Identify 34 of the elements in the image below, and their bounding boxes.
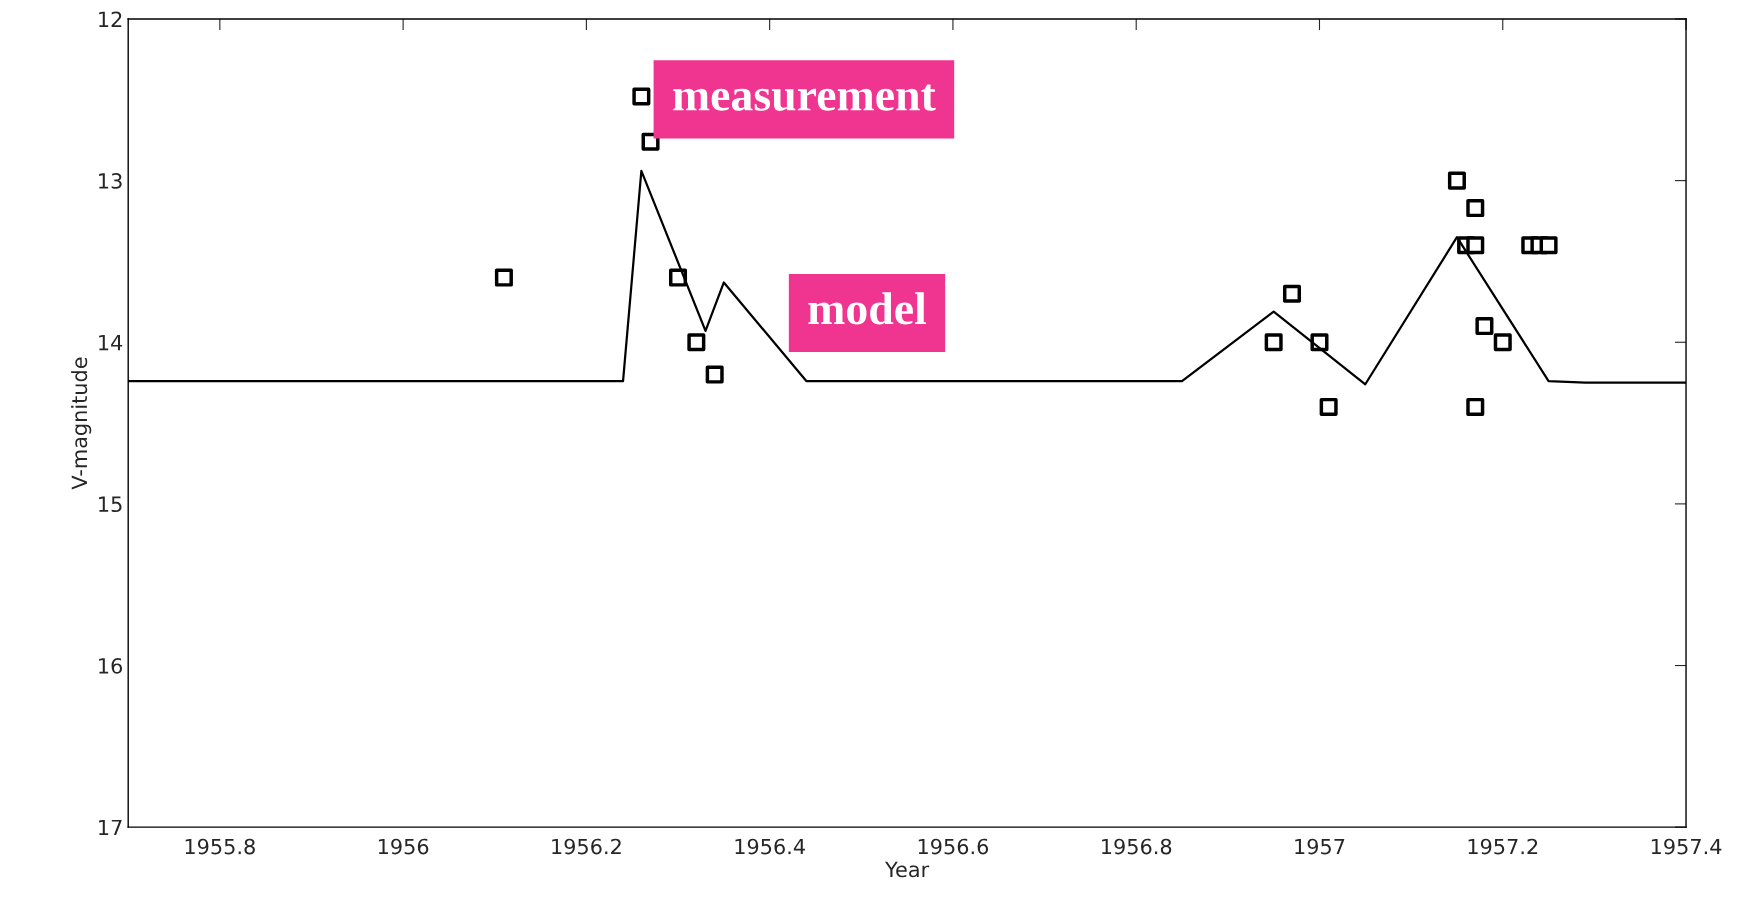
y-tick-label: 13	[99, 173, 122, 189]
series-label: model	[808, 292, 927, 325]
point	[1466, 236, 1485, 255]
x-tick-label: 1956.8	[1102, 838, 1172, 855]
y-tick-label: 15	[99, 496, 122, 513]
y-tick-label: 17	[99, 819, 122, 836]
x-tick-label: 1955.8	[185, 838, 255, 855]
x-axis-title: Year	[885, 861, 930, 878]
point	[1319, 397, 1338, 416]
x-tick-label: 1956.4	[735, 838, 805, 855]
point	[494, 268, 513, 287]
point	[1493, 333, 1512, 352]
point	[1539, 236, 1558, 255]
x-tick-label: 1956.2	[552, 838, 621, 855]
x-tick-label: 1957.2	[1468, 838, 1538, 855]
x-tick-label: 1956.6	[918, 838, 989, 855]
point	[1475, 317, 1494, 336]
y-tick-label: 16	[99, 657, 123, 674]
point	[1466, 199, 1485, 218]
x-tick-label: 1957.4	[1651, 838, 1722, 855]
y-tick-label: 12	[99, 11, 122, 27]
point	[1447, 171, 1466, 190]
point	[641, 132, 660, 151]
y-tick-label: 14	[99, 334, 123, 351]
point	[705, 365, 724, 384]
point	[1264, 333, 1283, 352]
point	[632, 87, 651, 106]
x-tick-label: 1956	[378, 838, 429, 855]
series-label: measurement	[673, 84, 936, 111]
point	[1282, 284, 1302, 303]
point	[1466, 397, 1485, 416]
point	[687, 333, 706, 352]
x-tick-label: 1957	[1295, 838, 1345, 855]
y-axis-title: V-magnitude	[71, 357, 92, 490]
